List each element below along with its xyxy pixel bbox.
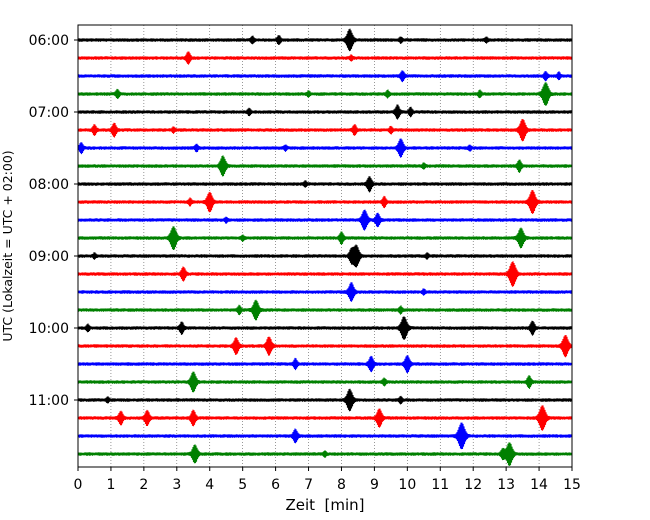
y-tick-label: 11:00 [29,393,69,409]
y-tick-label: 07:00 [29,105,69,121]
x-tick-label: 15 [563,477,581,493]
x-tick-label: 7 [304,477,313,493]
x-tick-label: 13 [497,477,515,493]
x-tick-label: 11 [431,477,449,493]
x-tick-label: 1 [106,477,115,493]
y-tick-label: 10:00 [29,321,69,337]
y-tick-label: 06:00 [29,33,69,49]
x-tick-label: 4 [205,477,214,493]
x-axis-title: Zeit [min] [285,496,364,514]
x-tick-label: 9 [370,477,379,493]
x-tick-label: 3 [172,477,181,493]
x-tick-label: 6 [271,477,280,493]
x-tick-label: 8 [337,477,346,493]
x-tick-label: 10 [398,477,416,493]
x-tick-label: 12 [464,477,482,493]
y-tick-label: 09:00 [29,249,69,265]
x-tick-label: 14 [530,477,548,493]
y-tick-label: 08:00 [29,177,69,193]
x-tick-label: 0 [74,477,83,493]
x-tick-label: 2 [139,477,148,493]
y-axis-title: UTC (Lokalzeit = UTC + 02:00) [0,150,15,341]
x-tick-label: 5 [238,477,247,493]
